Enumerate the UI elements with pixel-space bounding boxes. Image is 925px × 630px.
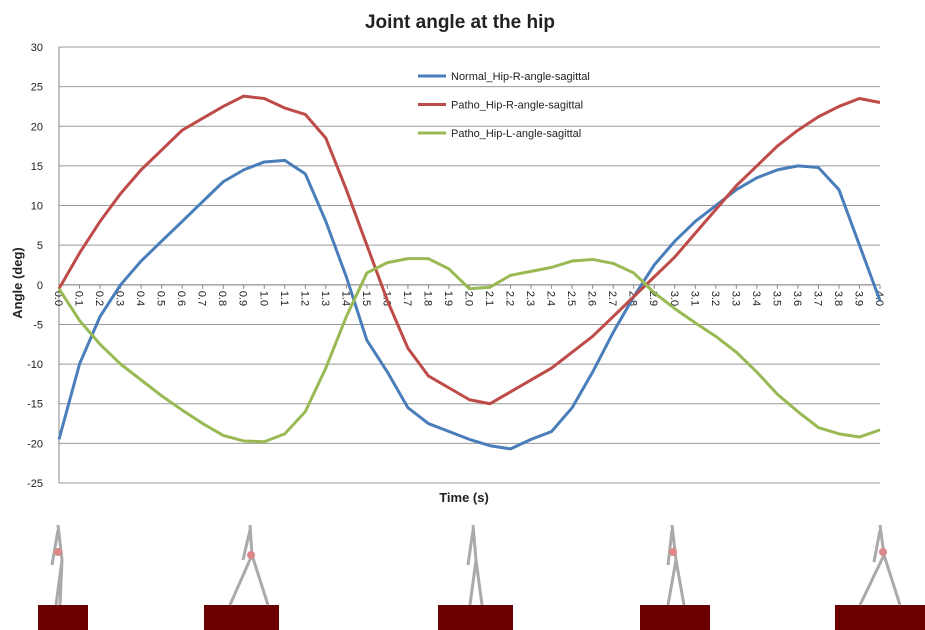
y-tick-label: 10 — [31, 201, 43, 213]
x-tick-label: 1.7 — [401, 291, 413, 306]
legend-label: Patho_Hip-L-angle-sagittal — [451, 128, 581, 140]
x-tick-label: 1.3 — [319, 291, 331, 306]
x-tick-label: 3.0 — [668, 291, 680, 306]
x-axis-title: Time (s) — [439, 490, 489, 505]
x-tick-label: 1.8 — [421, 291, 433, 306]
series-line — [57, 158, 882, 451]
x-tick-label: 1.4 — [339, 291, 351, 306]
x-tick-label: 1.1 — [278, 291, 290, 306]
y-tick-label: 30 — [31, 42, 43, 54]
x-tick-label: 3.3 — [729, 291, 741, 306]
x-tick-label: 0.0 — [52, 291, 64, 306]
x-tick-label: 2.1 — [483, 291, 495, 306]
x-tick-label: 3.4 — [750, 291, 762, 306]
x-tick-label: 0.7 — [196, 291, 208, 306]
x-tick-label: 2.0 — [463, 291, 475, 306]
x-tick-label: 2.3 — [524, 291, 536, 306]
y-tick-label: -25 — [27, 478, 43, 490]
series-line — [57, 94, 881, 406]
x-tick-label: 3.1 — [688, 291, 700, 306]
x-tick-label: 1.5 — [360, 291, 372, 306]
y-tick-label: -20 — [27, 438, 43, 450]
x-tick-label: 2.7 — [606, 291, 618, 306]
y-tick-label: 0 — [37, 280, 43, 292]
y-tick-label: -5 — [33, 319, 43, 331]
x-tick-label: 0.8 — [216, 291, 228, 306]
y-tick-label: -15 — [27, 399, 43, 411]
x-tick-label: 2.6 — [586, 291, 598, 306]
x-tick-label: 0.4 — [134, 291, 146, 306]
series-line — [57, 257, 881, 444]
x-tick-label: 2.4 — [545, 291, 557, 306]
y-tick-label: 25 — [31, 82, 43, 94]
x-tick-label: 1.0 — [257, 291, 269, 306]
x-tick-label: 3.8 — [832, 291, 844, 306]
x-tick-label: 1.2 — [298, 291, 310, 306]
gait-figures — [38, 524, 925, 630]
legend-label: Patho_Hip-R-angle-sagittal — [451, 100, 583, 112]
x-tick-label: 0.6 — [175, 291, 187, 306]
y-tick-label: 20 — [31, 121, 43, 133]
chart-title: Joint angle at the hip — [365, 12, 555, 33]
x-tick-label: 0.2 — [93, 291, 105, 306]
x-tick-label: 0.1 — [73, 291, 85, 306]
x-tick-label: 0.3 — [114, 291, 126, 306]
x-tick-label: 0.9 — [237, 291, 249, 306]
x-tick-label: 2.2 — [504, 291, 516, 306]
x-tick-label: 1.9 — [442, 291, 454, 306]
legend-label: Normal_Hip-R-angle-sagittal — [451, 71, 590, 83]
y-axis-title: Angle (deg) — [10, 247, 25, 319]
x-tick-label: 3.6 — [791, 291, 803, 306]
y-tick-label: -10 — [27, 359, 43, 371]
x-tick-label: 3.5 — [770, 291, 782, 306]
y-tick-label: 5 — [37, 240, 43, 252]
x-tick-label: 0.5 — [155, 291, 167, 306]
x-tick-label: 3.2 — [709, 291, 721, 306]
x-tick-label: 2.5 — [565, 291, 577, 306]
x-tick-label: 3.7 — [811, 291, 823, 306]
y-tick-label: 15 — [31, 161, 43, 173]
x-tick-label: 3.9 — [852, 291, 864, 306]
